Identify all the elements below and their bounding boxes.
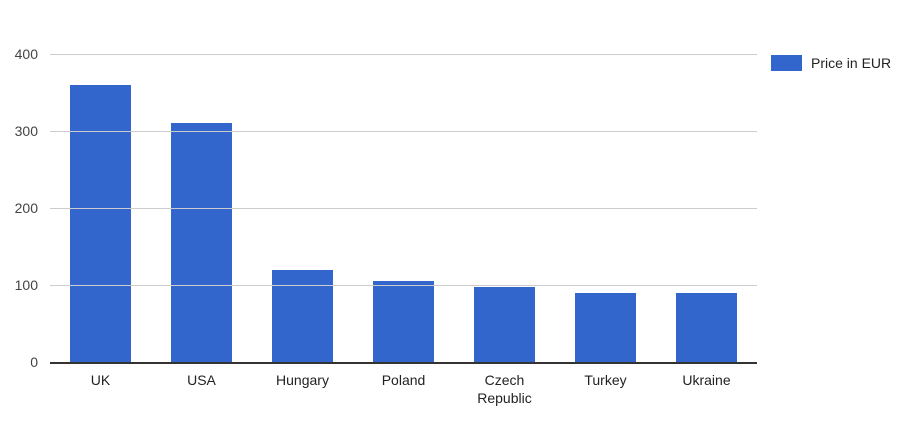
- x-axis-label: UK: [90, 372, 111, 388]
- legend: Price in EUR: [771, 55, 891, 71]
- bar-band: [353, 54, 454, 362]
- bar-usa[interactable]: [170, 123, 233, 362]
- y-axis: 0 100 200 300 400: [0, 46, 38, 370]
- y-axis-label: 0: [30, 354, 38, 370]
- bar-poland[interactable]: [372, 281, 435, 362]
- x-axis: UK USA Hungary Poland Czech Republic Turkey Uk…: [50, 371, 757, 407]
- bar-uk[interactable]: [69, 84, 132, 362]
- y-axis-label: 200: [14, 200, 38, 216]
- gridline: [50, 285, 757, 286]
- x-axis-label: Czech Republic: [477, 372, 532, 406]
- bar-band: [454, 54, 555, 362]
- y-axis-label: 300: [14, 123, 38, 139]
- x-axis-slot: Hungary: [252, 371, 353, 407]
- legend-label: Price in EUR: [811, 55, 892, 71]
- bar-turkey[interactable]: [574, 293, 637, 362]
- bar-czech-republic[interactable]: [473, 286, 536, 362]
- gridline: [50, 54, 757, 55]
- y-axis-label: 100: [14, 277, 38, 293]
- bar-band: [151, 54, 252, 362]
- bars: [50, 54, 757, 362]
- x-axis-slot: Poland: [353, 371, 454, 407]
- x-axis-label: Poland: [381, 372, 426, 388]
- x-axis-label: Ukraine: [682, 372, 731, 388]
- bar-band: [656, 54, 757, 362]
- x-axis-label: Turkey: [584, 372, 627, 388]
- x-axis-label: USA: [187, 372, 216, 388]
- bar-hungary[interactable]: [271, 269, 334, 362]
- x-axis-label: Hungary: [276, 372, 329, 388]
- gridline: [50, 131, 757, 132]
- gridline: [50, 208, 757, 209]
- bar-band: [555, 54, 656, 362]
- x-axis-slot: Turkey: [555, 371, 656, 407]
- x-axis-slot: UK: [50, 371, 151, 407]
- y-axis-label: 400: [14, 46, 38, 62]
- bar-ukraine[interactable]: [675, 293, 738, 362]
- plot-area: [50, 54, 757, 364]
- x-axis-slot: Czech Republic: [454, 371, 555, 407]
- x-axis-slot: USA: [151, 371, 252, 407]
- x-axis-slot: Ukraine: [656, 371, 757, 407]
- legend-swatch: [771, 55, 802, 71]
